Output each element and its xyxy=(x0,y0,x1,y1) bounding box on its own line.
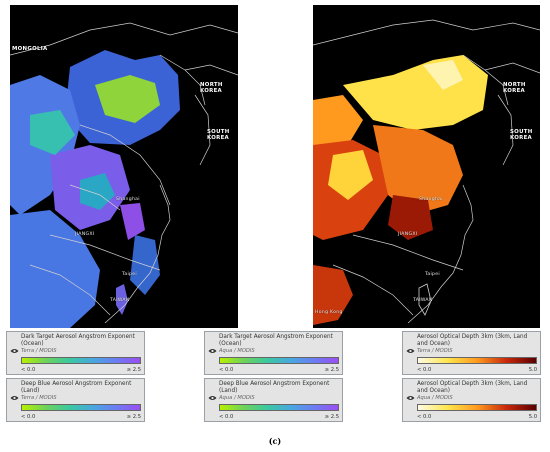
taipei-label: Taipei xyxy=(425,272,440,277)
angstrom-map-layer xyxy=(10,22,238,328)
jiangxi-label: JIANGXI xyxy=(398,232,418,237)
legend-card-db-land-aqua: Deep Blue Aerosol Angstrom Exponent (Lan… xyxy=(204,378,343,422)
figure-caption: (c) xyxy=(268,436,282,446)
hong-kong-label: Hong Kong xyxy=(315,310,343,315)
taipei-label: Taipei xyxy=(122,272,137,277)
coastline xyxy=(407,184,474,324)
colorbar-max: ≥ 2.5 xyxy=(324,414,339,420)
colorbar xyxy=(417,404,537,411)
colorbar-max: ≥ 2.5 xyxy=(324,367,339,373)
north-korea-label: NORTH KOREA xyxy=(200,82,223,94)
shanghai-label: Shanghai xyxy=(116,197,140,202)
angstrom-coverage-violet xyxy=(120,203,145,240)
north-korea-label: NORTH KOREA xyxy=(503,82,526,94)
legend-subtitle: Terra / MODIS xyxy=(417,348,453,354)
taiwan-label: TAIWAN xyxy=(413,298,433,303)
legend-card-dt-ocean-aqua: Dark Target Aerosol Angstrom Exponent (O… xyxy=(204,331,343,375)
aod-coverage-pale xyxy=(423,60,463,90)
aod-coverage-north xyxy=(343,55,488,130)
taiwan-label: TAIWAN xyxy=(110,298,130,303)
visibility-eye-icon[interactable] xyxy=(406,348,415,354)
taiwan-island xyxy=(418,283,432,316)
aod-coverage-south xyxy=(313,265,353,325)
legend-title: Aerosol Optical Depth 3km (3km, Land and… xyxy=(417,381,528,394)
visibility-eye-icon[interactable] xyxy=(208,348,217,354)
visibility-eye-icon[interactable] xyxy=(208,395,217,401)
aod-coverage-center xyxy=(373,125,463,215)
angstrom-coverage-south xyxy=(10,210,100,328)
colorbar-max: 5.0 xyxy=(528,414,537,420)
visibility-eye-icon[interactable] xyxy=(10,395,19,401)
aod-coverage-yellow xyxy=(328,150,373,200)
legend-subtitle: Aqua / MODIS xyxy=(417,395,453,401)
colorbar xyxy=(219,404,339,411)
aod-coverage-northwest xyxy=(313,95,363,145)
colorbar xyxy=(219,357,339,364)
angstrom-coverage-cyan xyxy=(30,110,75,155)
colorbar-max: ≥ 2.5 xyxy=(126,367,141,373)
colorbar-min: < 0.0 xyxy=(219,414,234,420)
angstrom-coverage-teal xyxy=(80,173,115,210)
south-korea-label: SOUTH KOREA xyxy=(510,129,533,141)
legend-title: Dark Target Aerosol Angstrom Exponent (O… xyxy=(21,334,135,347)
colorbar-min: < 0.0 xyxy=(417,414,432,420)
shanghai-label: Shanghai xyxy=(419,197,443,202)
colorbar xyxy=(21,404,141,411)
mongolia-label: MONGOLIA xyxy=(12,46,48,52)
visibility-eye-icon[interactable] xyxy=(406,395,415,401)
legend-card-aod-terra: Aerosol Optical Depth 3km (3km, Land and… xyxy=(402,331,541,375)
colorbar xyxy=(21,357,141,364)
colorbar-max: ≥ 2.5 xyxy=(126,414,141,420)
aerosol-optical-depth-map: NORTH KOREA SOUTH KOREA Shanghai JIANGXI… xyxy=(313,5,540,328)
south-korea-label: SOUTH KOREA xyxy=(207,129,230,141)
legend-subtitle: Aqua / MODIS xyxy=(219,348,255,354)
legend-title: Dark Target Aerosol Angstrom Exponent (O… xyxy=(219,334,333,347)
visibility-eye-icon[interactable] xyxy=(10,348,19,354)
legend-card-db-land-terra: Deep Blue Aerosol Angstrom Exponent (Lan… xyxy=(6,378,145,422)
aod-map-layer xyxy=(313,19,540,325)
colorbar xyxy=(417,357,537,364)
legend-card-aod-aqua: Aerosol Optical Depth 3km (3km, Land and… xyxy=(402,378,541,422)
legend-card-dt-ocean-terra: Dark Target Aerosol Angstrom Exponent (O… xyxy=(6,331,145,375)
legend-subtitle: Terra / MODIS xyxy=(21,348,57,354)
border-lines xyxy=(10,22,238,316)
colorbar-max: 5.0 xyxy=(528,367,537,373)
legend-subtitle: Terra / MODIS xyxy=(21,395,57,401)
colorbar-min: < 0.0 xyxy=(21,367,36,373)
colorbar-min: < 0.0 xyxy=(219,367,234,373)
legend-title: Aerosol Optical Depth 3km (3km, Land and… xyxy=(417,334,528,347)
border-lines xyxy=(313,19,540,316)
colorbar-min: < 0.0 xyxy=(21,414,36,420)
angstrom-coverage-green xyxy=(95,75,160,123)
angstrom-exponent-map: MONGOLIA NORTH KOREA SOUTH KOREA Shangha… xyxy=(10,5,238,328)
angstrom-coverage-taiwan xyxy=(116,284,128,315)
colorbar-min: < 0.0 xyxy=(417,367,432,373)
legend-title: Deep Blue Aerosol Angstrom Exponent (Lan… xyxy=(219,381,330,394)
coastline xyxy=(104,184,171,324)
legend-title: Deep Blue Aerosol Angstrom Exponent (Lan… xyxy=(21,381,132,394)
jiangxi-label: JIANGXI xyxy=(75,232,95,237)
aod-coverage-dark xyxy=(388,195,433,240)
legend-subtitle: Aqua / MODIS xyxy=(219,395,255,401)
